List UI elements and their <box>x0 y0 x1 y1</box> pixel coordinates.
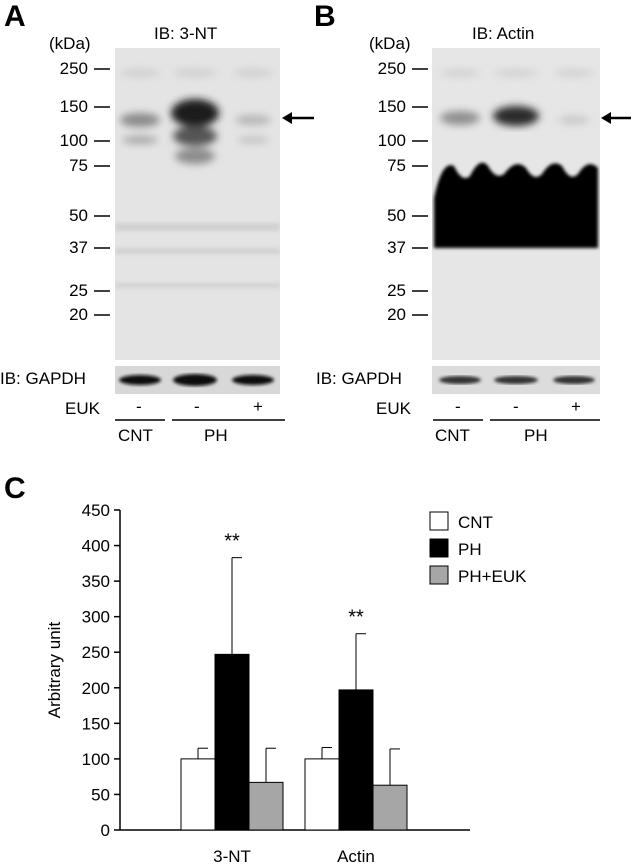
marker-label: 150 <box>377 97 406 116</box>
marker-label: 37 <box>387 238 406 257</box>
panel-a-euk-label: EUK <box>65 399 100 418</box>
marker-label: 20 <box>69 305 88 324</box>
panel-a-group-cnt: CNT <box>118 426 153 445</box>
lane-sign: - <box>513 397 519 416</box>
marker-label: 37 <box>69 238 88 257</box>
panel-b-marker-ticks <box>412 68 428 316</box>
significance-label: ** <box>224 531 240 553</box>
bar <box>372 784 408 831</box>
marker-label: 150 <box>59 97 88 116</box>
panel-a-kda-label: (kDa) <box>49 34 91 53</box>
panel-b-group-ph: PH <box>524 426 548 445</box>
lane-sign: - <box>194 397 200 416</box>
panel-c-letter: C <box>4 472 26 505</box>
marker-label: 75 <box>387 156 406 175</box>
bar <box>214 653 250 831</box>
legend-label: CNT <box>458 513 493 532</box>
panel-b-group-lines <box>433 419 600 421</box>
marker-label: 250 <box>59 59 88 78</box>
y-tick-label: 200 <box>82 679 110 698</box>
panel-b-euk-label: EUK <box>376 399 411 418</box>
marker-label: 25 <box>69 281 88 300</box>
y-tick-label: 0 <box>101 821 110 840</box>
panel-a-ib-title: IB: 3-NT <box>154 24 218 43</box>
x-tick-label: 3-NT <box>213 847 251 866</box>
panel-b-gapdh-label: IB: GAPDH <box>316 369 402 388</box>
panel-b-letter: B <box>314 0 336 33</box>
lane-sign: - <box>136 397 142 416</box>
legend-swatch <box>429 565 449 585</box>
bar <box>248 781 284 831</box>
y-tick-label: 350 <box>82 572 110 591</box>
panel-b-ib-title: IB: Actin <box>472 24 535 43</box>
x-tick-label: Actin <box>337 847 375 866</box>
panel-b-arrow-icon <box>601 112 631 124</box>
lane-sign: + <box>571 397 581 416</box>
panel-a-gapdh-blot <box>115 366 280 394</box>
panel-a-group-ph: PH <box>204 426 228 445</box>
panel-a-marker-ticks <box>94 68 110 316</box>
panel-b-blot-image <box>432 48 600 360</box>
bar <box>304 758 340 831</box>
lane-sign: - <box>455 397 461 416</box>
marker-label: 50 <box>69 206 88 225</box>
marker-label: 100 <box>377 131 406 150</box>
significance-label: ** <box>348 607 364 629</box>
y-tick-label: 250 <box>82 643 110 662</box>
y-tick-label: 150 <box>82 714 110 733</box>
y-tick-label: 400 <box>82 537 110 556</box>
panel-a-group-lines <box>115 419 285 421</box>
panel-a-blot-image <box>115 48 280 360</box>
y-tick-label: 450 <box>82 501 110 520</box>
panel-a-letter: A <box>4 0 26 33</box>
marker-label: 25 <box>387 281 406 300</box>
panel-b-gapdh-blot <box>432 366 600 394</box>
panel-a-arrow-icon <box>282 112 314 124</box>
y-tick-label: 300 <box>82 608 110 627</box>
marker-label: 50 <box>387 206 406 225</box>
panel-b-group-cnt: CNT <box>435 426 470 445</box>
marker-label: 75 <box>69 156 88 175</box>
marker-label: 250 <box>377 59 406 78</box>
marker-label: 20 <box>387 305 406 324</box>
legend-swatch <box>429 511 449 531</box>
legend-swatch <box>429 538 449 558</box>
y-axis-label: Arbitrary unit <box>45 622 64 719</box>
y-tick-label: 100 <box>82 750 110 769</box>
legend-label: PH <box>458 540 482 559</box>
panel-a-gapdh-label: IB: GAPDH <box>0 369 86 388</box>
legend-label: PH+EUK <box>458 567 527 586</box>
y-tick-label: 50 <box>91 785 110 804</box>
bar <box>338 689 374 831</box>
marker-label: 100 <box>59 131 88 150</box>
bar <box>180 758 216 831</box>
panel-b-kda-label: (kDa) <box>369 34 411 53</box>
lane-sign: + <box>253 397 263 416</box>
